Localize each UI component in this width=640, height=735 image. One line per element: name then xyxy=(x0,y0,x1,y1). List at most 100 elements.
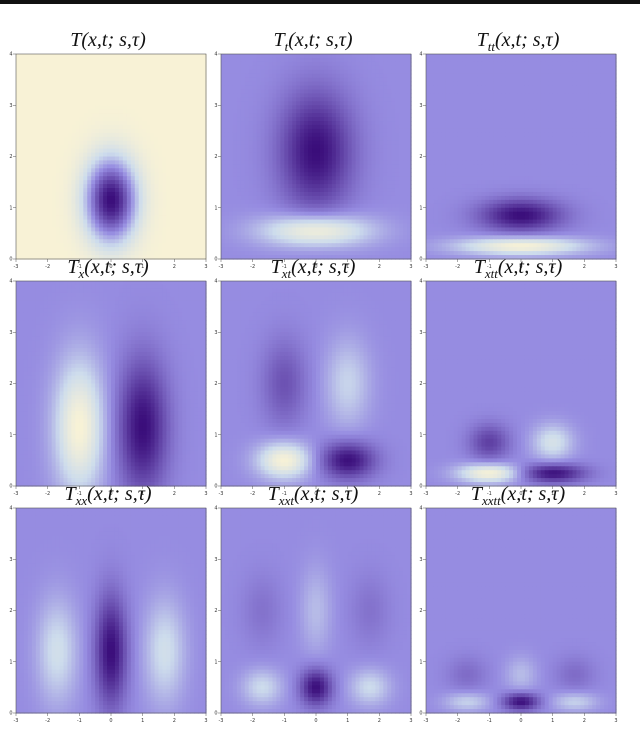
heatmap-cell xyxy=(276,153,281,158)
heatmap-cell xyxy=(316,200,321,205)
heatmap-cell xyxy=(52,149,57,154)
heatmap-cell xyxy=(99,141,104,146)
heatmap-cell xyxy=(115,54,120,59)
heatmap-cell xyxy=(20,180,25,185)
heatmap-cell xyxy=(44,235,49,240)
heatmap-cell xyxy=(367,192,372,197)
heatmap-cell xyxy=(276,235,281,240)
heatmap-cell xyxy=(395,180,400,185)
heatmap-cell xyxy=(56,239,61,244)
heatmap-cell xyxy=(95,247,100,252)
heatmap-cell xyxy=(356,109,361,114)
heatmap-cell xyxy=(367,125,372,130)
heatmap-cell xyxy=(308,160,313,165)
heatmap-cell xyxy=(344,86,349,91)
heatmap-cell xyxy=(155,168,160,173)
heatmap-cell xyxy=(79,164,84,169)
heatmap-cell xyxy=(91,247,96,252)
heatmap-cell xyxy=(371,239,376,244)
heatmap-cell xyxy=(352,66,357,71)
heatmap-cell xyxy=(344,235,349,240)
heatmap-cell xyxy=(316,157,321,162)
heatmap-cell xyxy=(64,153,69,158)
heatmap-cell xyxy=(367,231,372,236)
heatmap-cell xyxy=(194,176,199,181)
heatmap-cell xyxy=(24,141,29,146)
heatmap-cell xyxy=(395,168,400,173)
heatmap-cell xyxy=(111,216,116,221)
heatmap-cell xyxy=(265,141,270,146)
heatmap-cell xyxy=(151,176,156,181)
heatmap-cell xyxy=(324,220,329,225)
heatmap-cell xyxy=(265,74,270,79)
heatmap-cell xyxy=(288,133,293,138)
heatmap-cell xyxy=(304,231,309,236)
heatmap-cell xyxy=(364,208,369,213)
heatmap-cell xyxy=(324,93,329,98)
heatmap-cell xyxy=(182,145,187,150)
heatmap-cell xyxy=(348,200,353,205)
heatmap-cell xyxy=(32,141,37,146)
heatmap-cell xyxy=(115,78,120,83)
heatmap-cell xyxy=(103,172,108,177)
heatmap-cell xyxy=(352,89,357,94)
heatmap-cell xyxy=(304,109,309,114)
heatmap-cell xyxy=(324,137,329,142)
heatmap-cell xyxy=(336,216,341,221)
heatmap-cell xyxy=(190,125,195,130)
heatmap-cell xyxy=(241,220,246,225)
heatmap-cell xyxy=(324,153,329,158)
heatmap-cell xyxy=(371,220,376,225)
heatmap-cell xyxy=(356,235,361,240)
heatmap-cell xyxy=(135,89,140,94)
heatmap-cell xyxy=(186,97,191,102)
heatmap-cell xyxy=(367,188,372,193)
heatmap-cell xyxy=(225,220,230,225)
heatmap-cell xyxy=(249,243,254,248)
heatmap-cell xyxy=(44,62,49,67)
heatmap-cell xyxy=(56,133,61,138)
heatmap-cell xyxy=(265,97,270,102)
heatmap-cell xyxy=(79,101,84,106)
heatmap-cell xyxy=(48,180,53,185)
heatmap-cell xyxy=(155,188,160,193)
heatmap-cell xyxy=(324,239,329,244)
heatmap-cell xyxy=(292,86,297,91)
heatmap-cell xyxy=(79,78,84,83)
heatmap-cell xyxy=(399,208,404,213)
heatmap-cell xyxy=(324,113,329,118)
heatmap-cell xyxy=(67,58,72,63)
heatmap-cell xyxy=(253,105,258,110)
heatmap-cell xyxy=(229,192,234,197)
heatmap-cell xyxy=(44,58,49,63)
heatmap-cell xyxy=(229,208,234,213)
heatmap-cell xyxy=(229,137,234,142)
heatmap-cell xyxy=(261,89,266,94)
heatmap-cell xyxy=(352,220,357,225)
heatmap-cell xyxy=(387,184,392,189)
heatmap-cell xyxy=(225,188,230,193)
heatmap-cell xyxy=(24,239,29,244)
heatmap-cell xyxy=(292,137,297,142)
heatmap-cell xyxy=(28,176,33,181)
heatmap-cell xyxy=(253,137,258,142)
heatmap-cell xyxy=(233,220,238,225)
heatmap-cell xyxy=(127,231,132,236)
heatmap-cell xyxy=(348,137,353,142)
heatmap-cell xyxy=(308,105,313,110)
heatmap-cell xyxy=(391,125,396,130)
heatmap-cell xyxy=(36,62,41,67)
heatmap-cell xyxy=(83,70,88,75)
heatmap-cell xyxy=(28,160,33,165)
heatmap-cell xyxy=(360,125,365,130)
heatmap-cell xyxy=(20,164,25,169)
heatmap-cell xyxy=(83,129,88,134)
heatmap-cell xyxy=(371,113,376,118)
heatmap-cell xyxy=(174,168,179,173)
heatmap-cell xyxy=(111,231,116,236)
heatmap-cell xyxy=(364,97,369,102)
heatmap-cell xyxy=(60,133,65,138)
heatmap-cell xyxy=(356,58,361,63)
heatmap-cell xyxy=(24,121,29,126)
heatmap-cell xyxy=(387,227,392,232)
